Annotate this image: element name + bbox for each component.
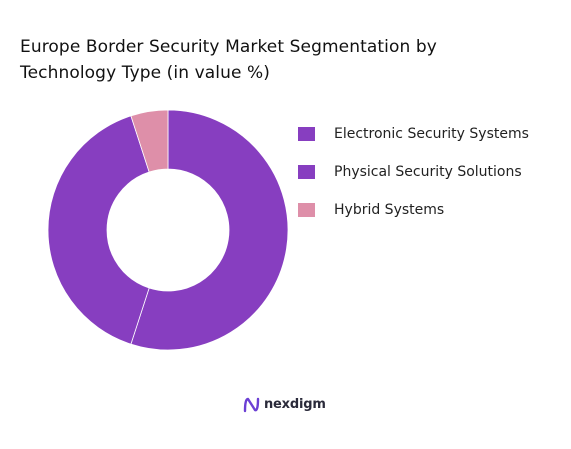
legend-swatch bbox=[298, 127, 315, 141]
chart-title: Europe Border Security Market Segmentati… bbox=[20, 37, 437, 83]
legend-swatch bbox=[298, 203, 315, 217]
legend-label: Physical Security Solutions bbox=[334, 164, 522, 180]
donut-slice-hybrid-systems bbox=[130, 109, 169, 173]
brand-name: nexdigm bbox=[264, 397, 326, 412]
nexdigm-logo-icon bbox=[243, 397, 260, 413]
donut-slice-electronic-security-systems bbox=[130, 109, 289, 351]
legend-label: Hybrid Systems bbox=[334, 202, 445, 218]
legend-swatch bbox=[298, 165, 315, 179]
donut-slice-physical-security-solutions bbox=[47, 115, 150, 345]
legend-label: Electronic Security Systems bbox=[334, 126, 529, 142]
